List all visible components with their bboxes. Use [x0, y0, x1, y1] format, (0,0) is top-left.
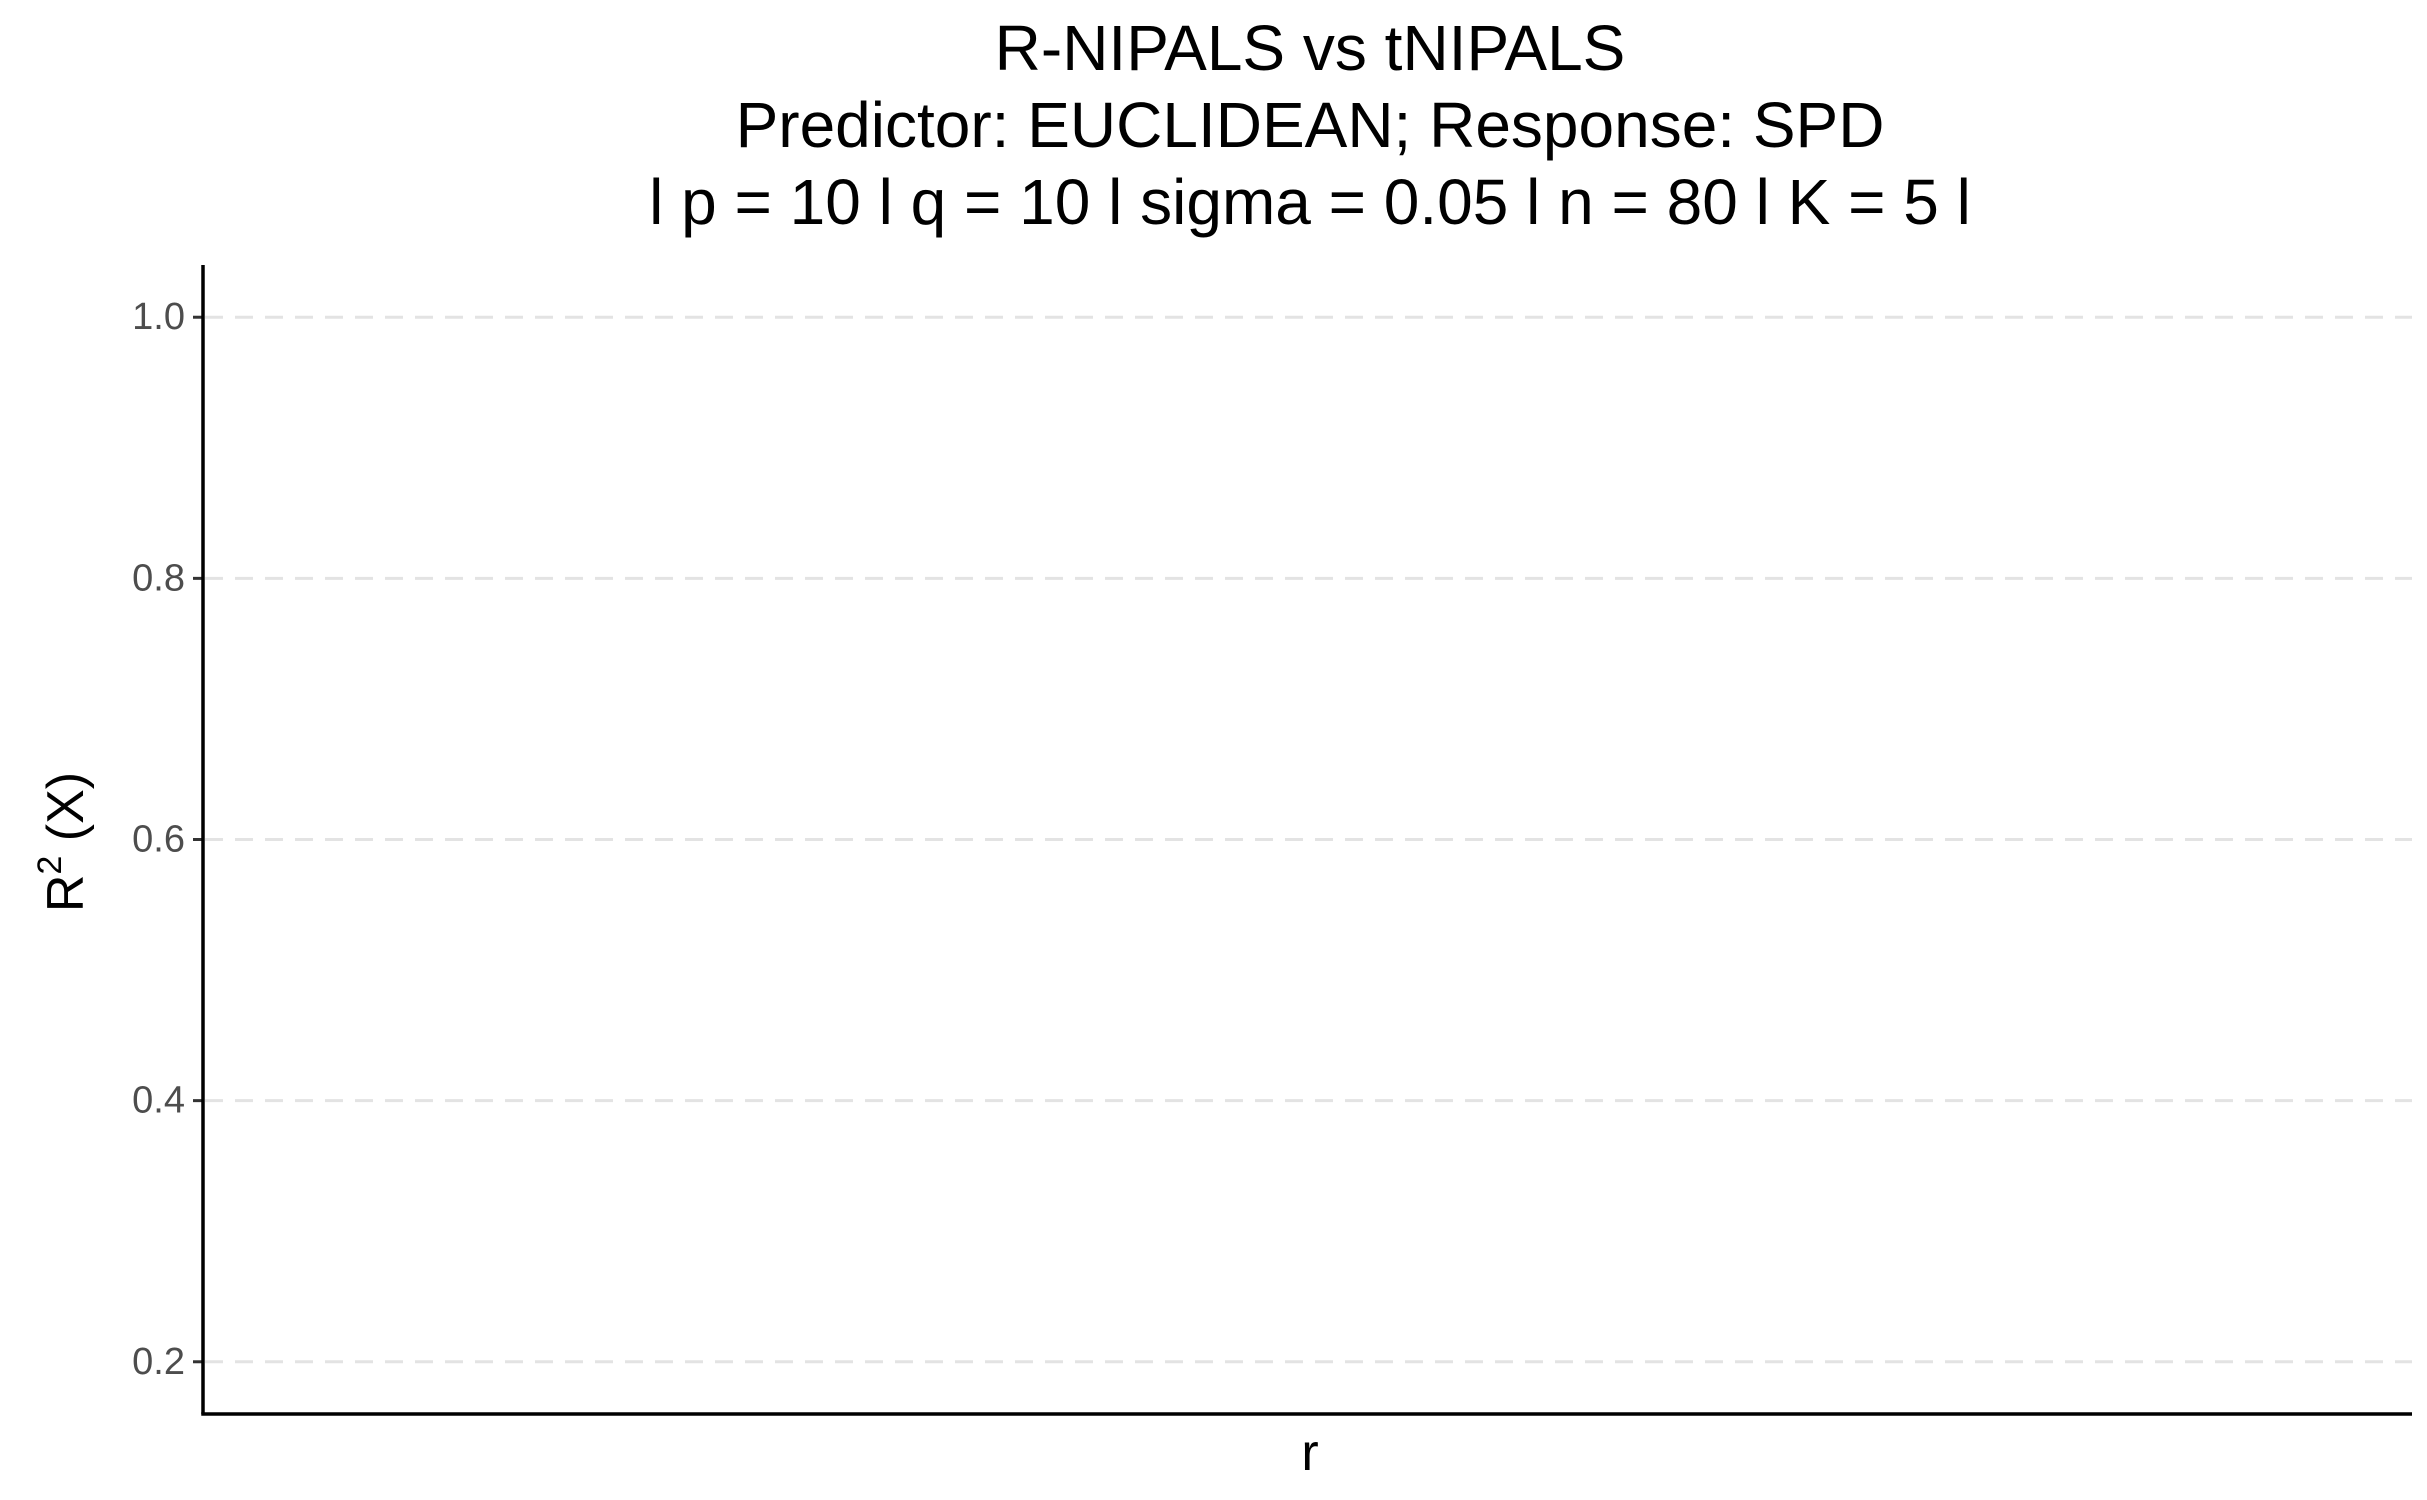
y-axis-title-base: R — [37, 875, 95, 913]
y-tick-label: 0.4 — [132, 1080, 185, 1122]
y-axis-title-suffix: (X) — [37, 772, 95, 856]
y-tick-label: 1.0 — [132, 296, 185, 338]
y-gridlines — [205, 315, 2412, 1364]
y-tick-label: 0.2 — [132, 1341, 185, 1383]
chart-subtitle-line-2: l p = 10 l q = 10 l sigma = 0.05 l n = 8… — [649, 166, 1971, 238]
y-tick-label: 0.8 — [132, 557, 185, 599]
x-axis-title: r — [1301, 1424, 1318, 1482]
y-axis-ticks: 0.2 0.4 0.6 0.8 1.0 — [132, 296, 203, 1383]
y-tick-label: 0.6 — [132, 819, 185, 861]
y-axis-title: R2 (X) — [31, 772, 95, 912]
y-axis-title-superscript: 2 — [31, 856, 69, 875]
chart-subtitle-line-1: Predictor: EUCLIDEAN; Response: SPD — [736, 89, 1885, 161]
chart-title: R-NIPALS vs tNIPALS — [995, 12, 1626, 84]
